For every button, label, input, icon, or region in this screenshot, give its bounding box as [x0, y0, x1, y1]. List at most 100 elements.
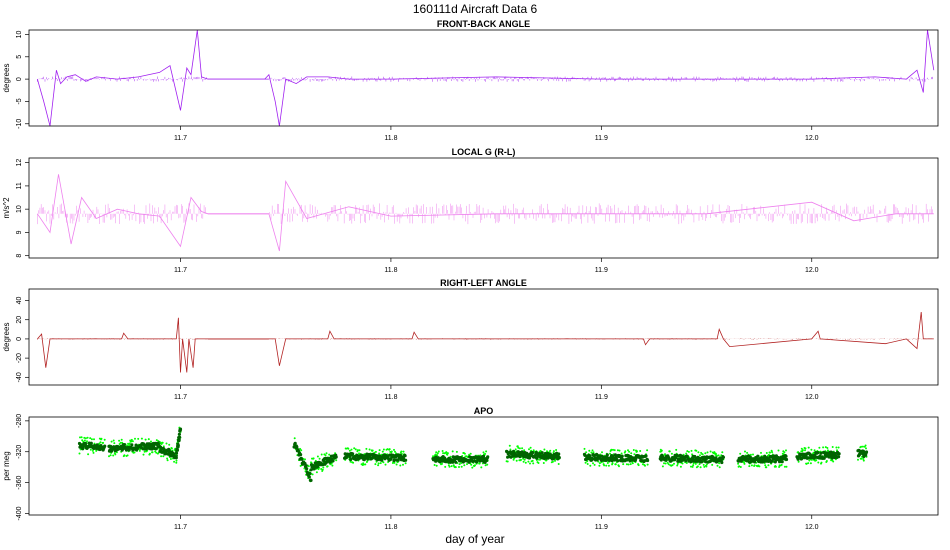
- point-light: [837, 446, 840, 449]
- point-light: [388, 448, 391, 451]
- x-tick-label: 11.8: [384, 267, 397, 274]
- point-light: [598, 464, 601, 467]
- series-noise: [37, 203, 933, 225]
- point-light: [860, 445, 863, 448]
- point-light: [175, 461, 178, 464]
- panel-title: LOCAL G (R-L): [452, 147, 516, 157]
- point-light: [458, 463, 461, 466]
- scatter-segment: [174, 426, 183, 462]
- point-light: [451, 450, 454, 453]
- x-tick-label: 11.8: [384, 135, 397, 142]
- point-light: [442, 452, 445, 455]
- y-tick-label: 10: [16, 205, 23, 213]
- chart-panel-4: APO per meg -280 -320 -360 -400 11.7 11.8 11.9 12…: [2, 406, 939, 531]
- scatter-segment: [582, 447, 650, 468]
- point-light: [546, 450, 548, 453]
- point-light: [590, 451, 593, 454]
- point-light: [625, 463, 628, 466]
- point-light: [470, 463, 473, 466]
- point-dark: [819, 451, 823, 455]
- point-light: [685, 452, 688, 455]
- point-dark: [588, 454, 592, 458]
- point-dark: [174, 451, 179, 455]
- point-light: [399, 464, 402, 467]
- point-dark: [616, 459, 620, 463]
- point-light: [78, 452, 81, 455]
- point-dark: [700, 460, 704, 464]
- point-light: [161, 441, 164, 444]
- point-light: [446, 452, 449, 455]
- plot-frame: [28, 288, 939, 386]
- point-dark: [174, 456, 178, 460]
- point-light: [671, 464, 674, 467]
- point-light: [386, 448, 389, 451]
- point-dark: [557, 456, 561, 460]
- point-dark: [380, 458, 384, 462]
- point-light: [126, 454, 129, 457]
- point-light: [618, 465, 620, 468]
- point-light: [520, 458, 522, 461]
- point-dark: [486, 455, 490, 459]
- point-light: [801, 449, 804, 452]
- y-tick-label: 0: [16, 337, 23, 341]
- point-light: [758, 465, 761, 468]
- point-dark: [175, 448, 179, 452]
- point-light: [676, 464, 679, 467]
- y-tick-label: 9: [16, 230, 23, 234]
- point-dark: [443, 456, 447, 460]
- point-dark: [590, 457, 595, 461]
- point-dark: [778, 460, 782, 464]
- point-dark: [304, 464, 308, 468]
- point-light: [711, 463, 714, 466]
- point-light: [865, 447, 867, 450]
- x-tick-label: 12.0: [805, 135, 819, 142]
- point-light: [714, 452, 717, 455]
- y-tick-label: 5: [16, 55, 23, 59]
- scatter-segment: [856, 444, 869, 462]
- point-light: [783, 465, 786, 468]
- point-dark: [331, 459, 335, 463]
- point-light: [785, 465, 788, 468]
- point-light: [695, 449, 698, 452]
- plot-data: [37, 29, 935, 127]
- point-light: [394, 450, 396, 453]
- point-light: [469, 452, 472, 455]
- point-light: [441, 450, 444, 452]
- point-light: [628, 450, 631, 453]
- point-light: [447, 464, 450, 467]
- scatter-segment: [431, 450, 490, 469]
- y-tick-label: 10: [16, 30, 23, 38]
- point-light: [692, 464, 695, 467]
- point-light: [769, 451, 771, 454]
- point-dark: [746, 457, 750, 461]
- x-tick-label: 11.9: [595, 524, 608, 531]
- point-dark: [546, 451, 550, 455]
- point-dark: [366, 457, 370, 461]
- point-light: [760, 451, 762, 454]
- x-tick-label: 11.7: [174, 524, 187, 531]
- x-tick-label: 11.9: [595, 267, 608, 274]
- point-light: [764, 464, 767, 467]
- x-tick-label: 12.0: [805, 267, 819, 274]
- point-light: [631, 462, 634, 465]
- point-light: [629, 463, 632, 466]
- y-tick-label: 40: [16, 297, 23, 305]
- point-light: [825, 460, 828, 462]
- point-light: [753, 464, 756, 467]
- point-light: [318, 457, 321, 460]
- point-light: [448, 465, 451, 468]
- point-light: [114, 453, 117, 456]
- point-light: [381, 450, 384, 453]
- point-light: [155, 439, 158, 442]
- point-light: [86, 436, 89, 439]
- point-light: [303, 467, 306, 470]
- point-dark: [605, 453, 609, 457]
- scatter-segment: [658, 448, 726, 469]
- point-light: [589, 464, 592, 467]
- y-tick-label: -320: [16, 445, 23, 459]
- point-light: [320, 468, 323, 470]
- point-dark: [780, 460, 784, 464]
- point-light: [632, 449, 635, 451]
- point-light: [119, 441, 122, 444]
- point-light: [592, 462, 594, 465]
